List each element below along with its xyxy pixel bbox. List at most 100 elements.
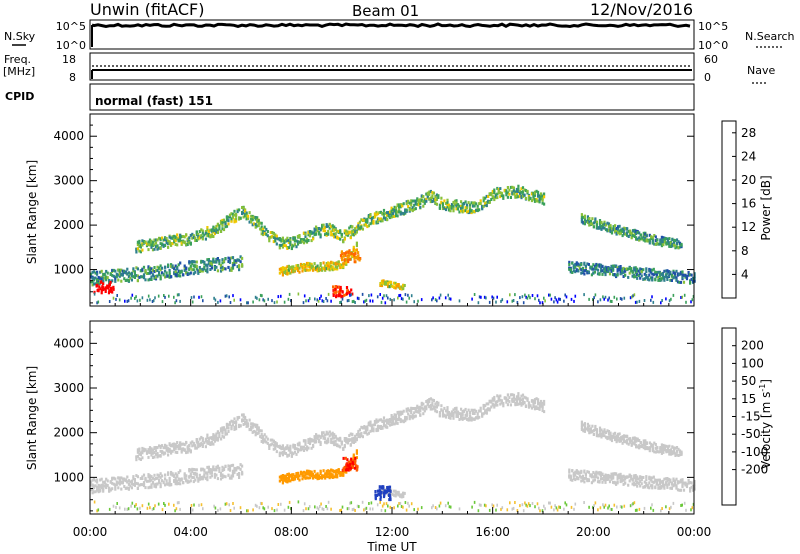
velocity-echo-cell [674,452,677,456]
power-echo-cell [373,215,377,219]
power-echo-cell [154,275,158,279]
power-speckle-cell [509,293,511,297]
power-speckle-cell [131,293,134,297]
velocity-echo-cell [538,405,541,409]
velocity-echo-cell [139,451,142,455]
velocity-feature-cell [342,456,345,460]
velocity-echo-cell [592,475,595,479]
velocity-echo-cell [337,468,340,472]
velocity-echo-cell [151,476,155,480]
nave-tick-top: 60 [704,53,718,66]
velocity-echo-cell [592,479,595,483]
velocity-echo-cell [642,443,645,447]
velocity-echo-cell [192,480,195,484]
velocity-speckle-cell [127,507,130,511]
velocity-echo-cell [109,488,112,492]
nsky-label: N.Sky [4,30,36,43]
velocity-echo-cell [499,398,502,402]
velocity-echo-cell [179,443,182,447]
power-echo-cell [298,270,301,274]
velocity-echo-cell [126,475,129,479]
velocity-echo-cell [389,423,392,427]
power-echo-cell [517,187,520,191]
power-echo-cell [500,191,503,195]
power-speckle-cell [681,295,683,299]
velocity-echo-cell [225,422,229,426]
power-echo-cell [151,241,155,244]
power-hot-cell [112,286,115,290]
power-echo-cell [537,199,540,203]
power-echo-cell [413,203,416,207]
velocity-echo-cell [153,477,156,481]
power-echo-cell [93,276,96,280]
velocity-echo-cell [318,434,321,438]
velocity-echo-cell [644,444,647,448]
velocity-speckle-cell [233,506,235,510]
power-speckle-cell [93,292,96,296]
velocity-echo-cell [574,478,577,482]
power-echo-cell [622,266,625,270]
power-hot-cell [338,293,341,297]
power-speckle-cell [361,292,364,296]
power-speckle-cell [616,297,618,301]
velocity-echo-cell [150,453,153,457]
velocity-echo-cell [455,406,458,410]
velocity-echo-cell [572,477,575,481]
power-echo-cell [346,230,349,234]
velocity-speckle-cell [321,507,324,511]
power-echo-cell [257,224,260,227]
power-hot-cell [107,284,110,288]
power-echo-cell [290,268,293,271]
velocity-echo-cell [666,485,669,489]
velocity-echo-cell [627,437,630,441]
velocity-echo-cell [313,436,316,440]
power-echo-cell [662,239,665,243]
velocity-echo-cell [657,486,660,490]
velocity-echo-cell [188,475,191,479]
power-echo-cell [322,266,325,270]
velocity-echo-cell [648,486,651,490]
velocity-echo-cell [636,445,639,449]
power-echo-cell [117,268,120,272]
power-echo-cell [568,263,571,266]
power-echo-cell [646,277,649,281]
velocity-echo-cell [455,414,458,418]
power-echo-cell [174,235,177,239]
velocity-echo-cell [242,413,245,417]
velocity-echo-cell [275,450,278,454]
power-echo-cell [253,222,256,226]
power-echo-cell [612,264,615,268]
power-speckle-cell [161,300,164,304]
velocity-echo-cell [463,409,466,413]
velocity-echo-cell [154,477,158,480]
velocity-echo-cell [127,479,130,483]
power-echo-cell [355,244,358,248]
velocity-echo-cell [355,449,358,453]
velocity-echo-cell [328,434,331,438]
velocity-echo-cell [189,449,192,453]
velocity-echo-cell [355,456,358,460]
power-echo-cell [661,273,664,277]
velocity-echo-cell [136,482,139,486]
velocity-echo-cell [677,447,680,451]
velocity-feature-cell [374,490,377,493]
power-echo-cell [218,224,221,228]
power-echo-cell [689,281,692,285]
power-echo-cell [256,216,259,220]
power-echo-cell [90,272,93,276]
velocity-echo-cell [645,475,648,479]
power-echo-cell [518,189,521,193]
power-echo-cell [648,238,651,242]
velocity-echo-cell [586,428,589,432]
power-echo-cell [633,275,636,279]
velocity-echo-cell [583,470,586,474]
velocity-echo-cell [488,408,491,412]
power-echo-cell [651,272,654,276]
velocity-echo-cell [569,478,572,482]
power-echo-cell [159,268,162,272]
power-echo-cell [254,225,257,229]
power-hot-cell [344,253,347,257]
velocity-echo-cell [127,486,130,490]
power-echo-cell [651,238,654,242]
power-echo-cell [464,206,467,210]
